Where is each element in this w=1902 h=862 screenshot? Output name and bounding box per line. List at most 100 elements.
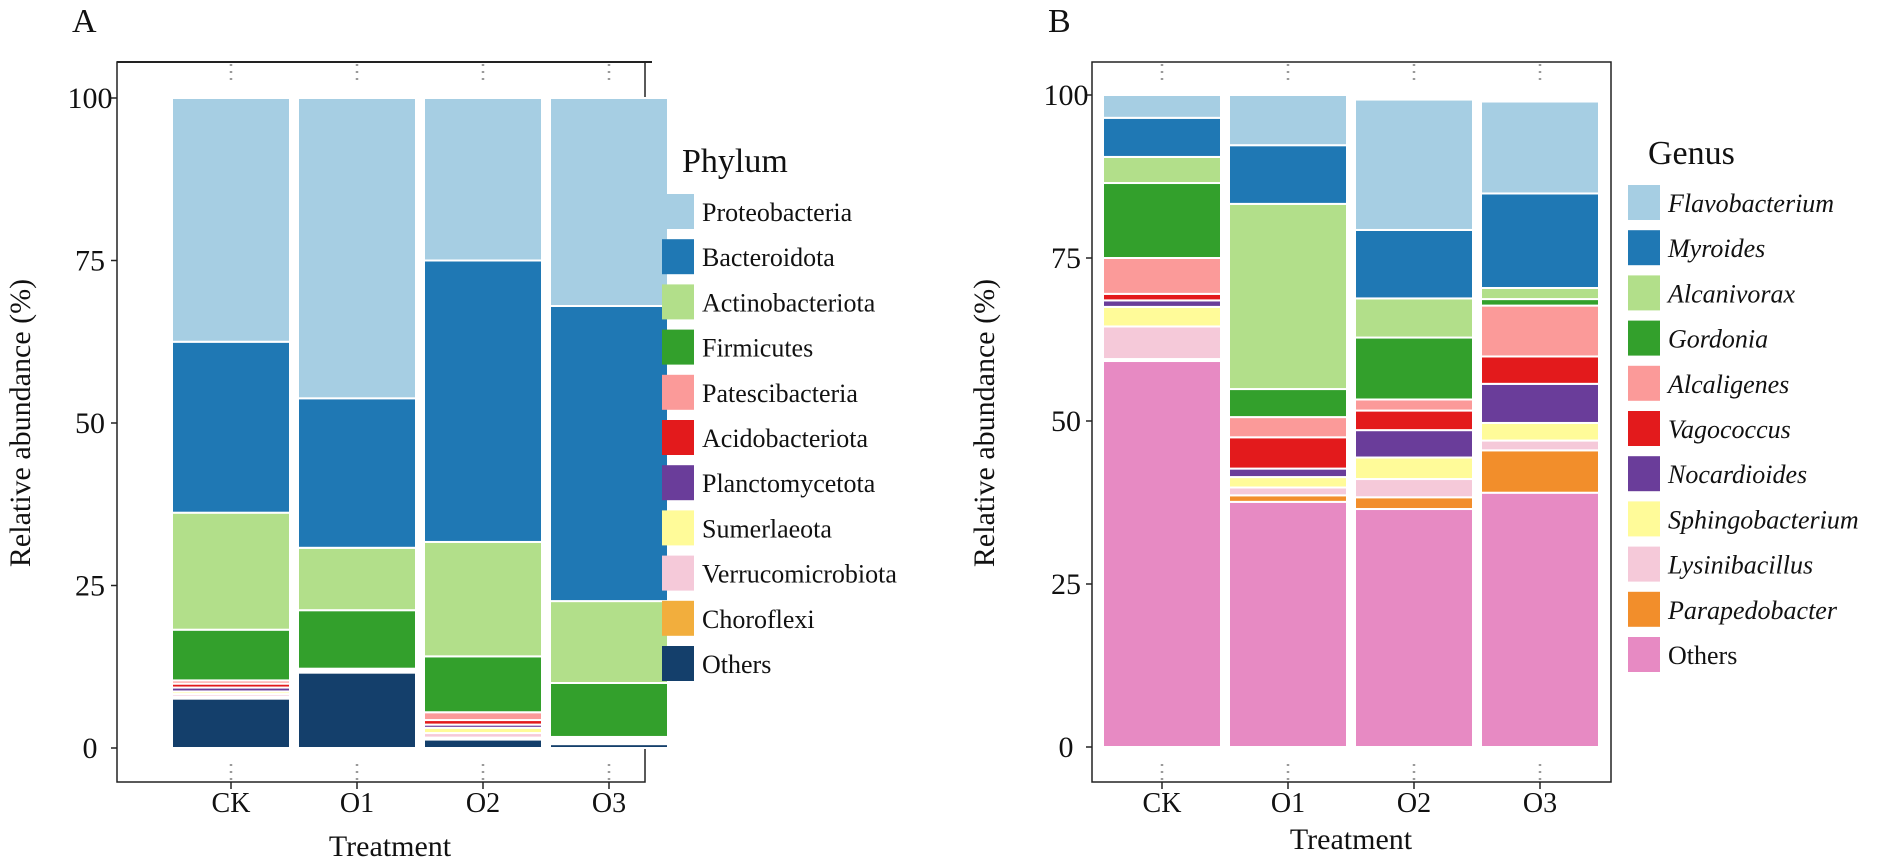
bar-segment-o3-actinobacteriota [549,600,669,684]
bar-segment-o3-sphingobacterium [1480,421,1600,442]
bar-segment-o1-myroides [1228,144,1348,205]
legend-swatch [662,465,694,501]
bar-segment-o1-gordonia [1228,388,1348,419]
bar-segment-o2-alcanivorax [1354,297,1474,339]
bar-segment-ck-gordonia [1102,182,1222,260]
bar-segment-o1-vagococcus [1228,436,1348,470]
legend-label: Lysinibacillus [1667,551,1813,580]
legend-swatch [1628,411,1660,446]
y-tick-label: 75 [1051,242,1081,275]
legend-label: Vagococcus [1668,415,1791,444]
legend-label: Nocardioides [1667,460,1807,489]
legend-swatch [1628,185,1660,220]
legend-swatch [1628,365,1660,401]
legend-swatch [662,329,694,365]
legend-label: Firmicutes [702,334,813,363]
x-tick-label: CK [1143,788,1182,819]
bar-segment-o1-others [297,671,417,749]
legend-label: Others [702,650,771,679]
y-tick-label: 100 [68,82,113,115]
legend-label: Actinobacteriota [702,288,876,317]
bar-segment-o3-vagococcus [1480,355,1600,385]
bar-segment-o1-flavobacterium [1228,94,1348,147]
bar-segment-o2-others [423,738,543,749]
bar-segment-o1-sphingobacterium [1228,476,1348,489]
bar-segment-o2-vagococcus [1354,409,1474,432]
legend-swatch [662,374,694,410]
bar-segment-ck-alcaligenes [1102,257,1222,295]
legend-swatch [1628,591,1660,627]
bar-segment-o2-others [1354,508,1474,748]
bar-segment-o2-alcaligenes [1354,398,1474,412]
bar-segment-ck-sphingobacterium [1102,305,1222,328]
legend-swatch [1628,275,1660,311]
bar-segment-o3-parapedobacter [1480,449,1600,494]
y-tick-label: 0 [1059,731,1074,764]
legend-label: Patescibacteria [702,379,858,408]
legend-label: Bacteroidota [702,243,835,272]
x-tick-label: O2 [466,788,500,819]
bar-segment-o1-alcanivorax [1228,202,1348,391]
bar-segment-o3-proteobacteria [549,97,669,307]
legend-swatch [1628,320,1660,356]
bar-segment-ck-proteobacteria [171,97,291,343]
bar-segment-o1-nocardioides [1228,467,1348,479]
bar-segment-o2-actinobacteriota [423,540,543,658]
bar-segment-o2-parapedobacter [1354,496,1474,511]
x-tick-label: O3 [1523,788,1557,819]
bar-segment-o2-lysinibacillus [1354,478,1474,499]
bar-segment-o2-myroides [1354,228,1474,300]
x-axis-title: Treatment [329,830,452,862]
bar-segment-ck-alcanivorax [1102,155,1222,185]
legend-swatch [1628,637,1660,672]
bar-segment-o3-nocardioides [1480,382,1600,424]
legend-label: Others [1668,641,1737,670]
legend-label: Acidobacteriota [702,424,868,453]
bar-segment-o3-others [1480,491,1600,748]
legend-label: Choroflexi [702,605,815,634]
bar-segment-ck-actinobacteriota [171,511,291,631]
legend-label: Myroides [1667,234,1765,263]
panel-label-b: B [1048,3,1071,40]
legend-label: Gordonia [1668,325,1768,354]
legend-label: Sphingobacterium [1668,505,1859,534]
bar-segment-o2-firmicutes [423,655,543,714]
legend-swatch [662,646,694,681]
legend-swatch [1628,546,1660,582]
y-tick-label: 25 [1051,568,1081,601]
y-tick-label: 25 [75,570,105,603]
bar-segment-o2-proteobacteria [423,97,543,262]
bar-segment-ck-bacteroidota [171,340,291,514]
bar-segment-ck-lysinibacillus [1102,325,1222,361]
legend-swatch [1628,501,1660,537]
y-tick-label: 50 [1051,405,1081,438]
legend-swatch [662,555,694,591]
chart-panel-b: B 0 25 50 75 100 CK O1 O2 O3 Treatment Relative ab… [968,3,1859,856]
bar-segment-ck-others [171,697,291,749]
bar-segment-o3-lysinibacillus [1480,439,1600,452]
legend-title: Genus [1648,135,1735,172]
chart-panel-a: A 0 25 50 75 100 CK O1 O2 O3 Treatment Relative ab… [4,3,897,862]
legend-label: Verrucomicrobiota [702,560,897,589]
bar-segment-o2-patescibacteria [423,711,543,722]
x-tick-label: O2 [1397,788,1431,819]
legend-swatch [662,284,694,320]
bar-segment-o3-bacteroidota [549,305,669,603]
bar-segment-o2-flavobacterium [1354,98,1474,231]
x-axis-title: Treatment [1290,823,1413,856]
bar-segment-ck-myroides [1102,116,1222,158]
legend-label: Alcanivorax [1666,279,1796,308]
bar-segment-o1-actinobacteriota [297,546,417,612]
y-axis-title: Relative abundance (%) [4,279,37,567]
y-tick-label: 50 [75,407,105,440]
legend-title: Phylum [682,143,788,180]
bar-segment-ck-firmicutes [171,628,291,682]
y-axis-title: Relative abundance (%) [968,279,1001,567]
y-tick-label: 0 [83,732,98,765]
legend-swatch [662,510,694,546]
bar-segment-o1-bacteroidota [297,397,417,549]
legend-label: Planctomycetota [702,469,876,498]
bar-segment-o2-nocardioides [1354,429,1474,459]
bar-segment-o1-firmicutes [297,609,417,670]
